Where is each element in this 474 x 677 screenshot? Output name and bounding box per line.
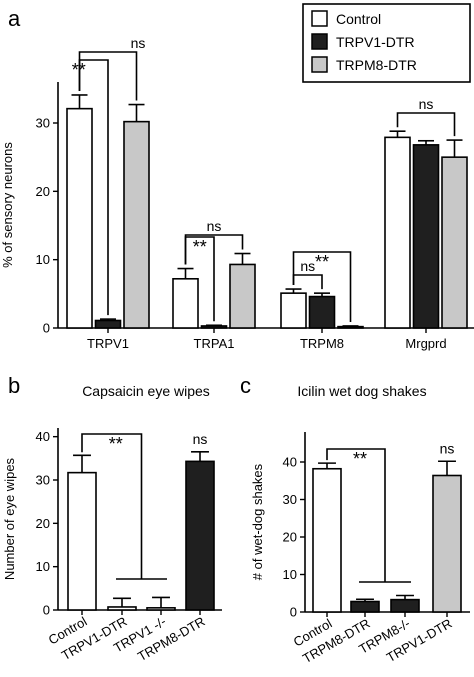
panel-a-y-axis-label: % of sensory neurons: [0, 142, 15, 268]
panel-a-Mrgprd-Control-bar: [384, 136, 411, 329]
panel-b-y-tick-label: 30: [36, 473, 50, 488]
panel-b-y-tick-label: 20: [36, 516, 50, 531]
panel-a-TRPM8-Control-bar: [280, 292, 307, 329]
legend-swatch: [311, 10, 328, 27]
panel-c-Control-bar: [312, 467, 342, 613]
panel-c-chart: 0 10 20 30 40 # of wet-dog shakes Icilin wet d…: [250, 383, 470, 666]
panel-a-category-label: Mrgprd: [405, 336, 446, 351]
panel-letter-c: c: [240, 373, 251, 398]
legend-box: [302, 3, 471, 83]
panel-a-TRPM8-TRPM8-DTR-bar: [337, 325, 364, 329]
panel-c-y-tick-label: 10: [283, 567, 297, 582]
panel-b-y-axis-label: Number of eye wipes: [2, 457, 17, 580]
panel-c-y-tick-label: 40: [283, 455, 297, 470]
panel-b-TRPM8-DTR-bar: [185, 460, 215, 611]
legend-label: TRPM8-DTR: [336, 57, 417, 73]
panel-b-y-tick-label: 10: [36, 559, 50, 574]
panel-a-y-tick-label: 20: [36, 184, 50, 199]
panel-c-TRPM8-DTR-bar: [350, 600, 380, 613]
panel-c-y-tick-label: 20: [283, 530, 297, 545]
panel-letter-a: a: [8, 6, 21, 31]
panel-a-TRPM8-TRPV1-DTR-bar: [308, 295, 336, 329]
panel-a-category-label: TRPA1: [194, 336, 235, 351]
panel-a-Mrgprd-TRPV1-DTR-bar: [412, 144, 440, 329]
panel-b-significance-bracket: [81, 433, 143, 579]
panel-a-TRPA1-TRPM8-DTR-bar: [229, 263, 256, 329]
panel-b-significance-label: ns: [193, 431, 208, 447]
panel-b-TRPV1-DTR-bar: [107, 606, 137, 611]
panel-b-Control-bar: [67, 471, 97, 611]
legend-label: TRPV1-DTR: [336, 34, 415, 50]
panel-a-TRPA1-TRPV1-DTR-bar: [200, 325, 228, 329]
legend-label: Control: [336, 11, 381, 27]
panel-b-y-tick-label: 40: [36, 429, 50, 444]
panel-a-Mrgprd-TRPM8-DTR-bar: [441, 156, 468, 329]
panel-a-significance-bracket: [292, 251, 352, 322]
panel-a-chart: 0 10 20 30 % of sensory neurons TRPV1 TRPA1 TRP…: [0, 3, 474, 351]
panel-a-TRPV1-TRPM8-DTR-bar: [123, 120, 150, 329]
panel-c-TRPM8-/--bar: [390, 598, 420, 613]
legend-swatch: [311, 56, 328, 73]
legend-swatch: [311, 33, 328, 50]
panel-b-TRPV1 -/--bar: [146, 607, 176, 611]
panel-c-significance-bracket: [326, 448, 386, 582]
panel-a-y-tick-label: 30: [36, 116, 50, 131]
panel-a-significance-label: ns: [131, 35, 146, 51]
panel-c-y-tick-label: 30: [283, 492, 297, 507]
panel-a-category-label: TRPM8: [300, 336, 344, 351]
panel-b-y-tick-label: 0: [43, 603, 50, 618]
panel-a-significance-bracket: [292, 274, 323, 290]
panel-letter-b: b: [8, 373, 20, 398]
panel-a-TRPV1-Control-bar: [66, 107, 93, 329]
panel-b-significance-label: **: [109, 434, 123, 454]
panel-a-significance-bracket: [184, 234, 244, 265]
panel-a-significance-label: **: [315, 252, 329, 272]
panel-b-title: Capsaicin eye wipes: [82, 383, 210, 399]
panel-a-legend: Control TRPV1-DTR TRPM8-DTR: [302, 3, 471, 83]
panel-a-significance-label: **: [193, 237, 207, 257]
panel-a-significance-bracket: [78, 51, 138, 101]
panel-c-y-axis-label: # of wet-dog shakes: [250, 463, 265, 580]
panel-a-significance-bracket: [396, 112, 456, 137]
panel-a-TRPV1-TRPV1-DTR-bar: [94, 319, 122, 329]
panel-c-title: Icilin wet dog shakes: [297, 383, 426, 399]
panel-a-y-tick-label: 10: [36, 252, 50, 267]
panel-a-y-tick-label: 0: [43, 321, 50, 336]
panel-c-significance-label: ns: [440, 440, 455, 456]
panel-b-chart: 0 10 20 30 40 Number of eye wipes Capsaicin ey…: [2, 383, 222, 664]
panel-a-significance-label: ns: [419, 96, 434, 112]
panel-a-significance-label: ns: [207, 218, 222, 234]
panel-a-category-label: TRPV1: [87, 336, 129, 351]
panel-c-significance-label: **: [353, 449, 367, 469]
panel-c-TRPV1-DTR-bar: [432, 474, 462, 613]
panel-c-y-tick-label: 0: [290, 605, 297, 620]
panel-a-significance-label: ns: [300, 258, 315, 274]
panel-a-TRPA1-Control-bar: [172, 277, 199, 329]
